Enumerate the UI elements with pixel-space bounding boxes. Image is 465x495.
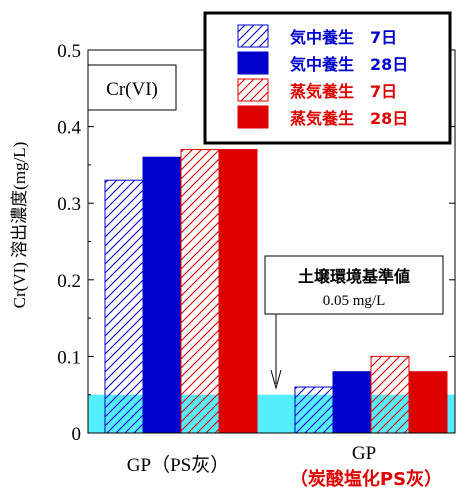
title-box [87,64,177,111]
y-tick-label-2: 0.2 [57,271,81,292]
bar-2-1 [142,156,182,434]
bar-3-2 [370,355,410,434]
bar-1-1 [104,179,144,434]
reference-label: 土壌環境基準値 [298,267,410,286]
legend-swatch-1 [237,24,269,48]
category-label-2: GP [352,443,376,464]
bar-2-2 [332,371,372,434]
reference-annotation: 土壌環境基準値 0.05 mg/L [264,255,444,390]
bar-4-1 [218,149,258,434]
y-tick-label-0: 0 [72,424,82,445]
y-axis-label: Cr(VI) 溶出濃度(mg/L) [10,142,29,309]
category-labels: GP（PS灰） GP （炭酸塩化PS灰） [127,443,442,490]
legend-label-1: 気中養生 7日 [290,28,397,47]
bar-1-2 [294,386,334,434]
legend-label-4: 蒸気養生 28日 [290,109,408,128]
reference-value-label: 0.05 mg/L [323,293,386,309]
legend-swatch-2 [237,51,269,75]
legend-swatch-3 [237,78,269,102]
y-tick-label-4: 0.4 [57,118,81,139]
legend-swatch-4 [237,105,269,129]
legend-label-3: 蒸気養生 7日 [290,82,397,101]
bars-group [104,149,448,434]
bar-3-1 [180,149,220,434]
category-sublabel-2: （炭酸塩化PS灰） [290,468,442,490]
y-tick-label-3: 0.3 [57,194,81,215]
y-tick-label-1: 0.1 [57,347,81,368]
bar-4-2 [408,371,448,434]
y-tick-labels: 0 0.1 0.2 0.3 0.4 0.5 [57,41,81,445]
reference-arrow-head [270,369,282,390]
legend-label-2: 気中養生 28日 [290,55,408,74]
reference-label-box [264,255,444,315]
y-tick-label-5: 0.5 [57,41,81,62]
chart-title: Cr(VI) [106,79,158,100]
category-label-1: GP（PS灰） [127,454,229,476]
